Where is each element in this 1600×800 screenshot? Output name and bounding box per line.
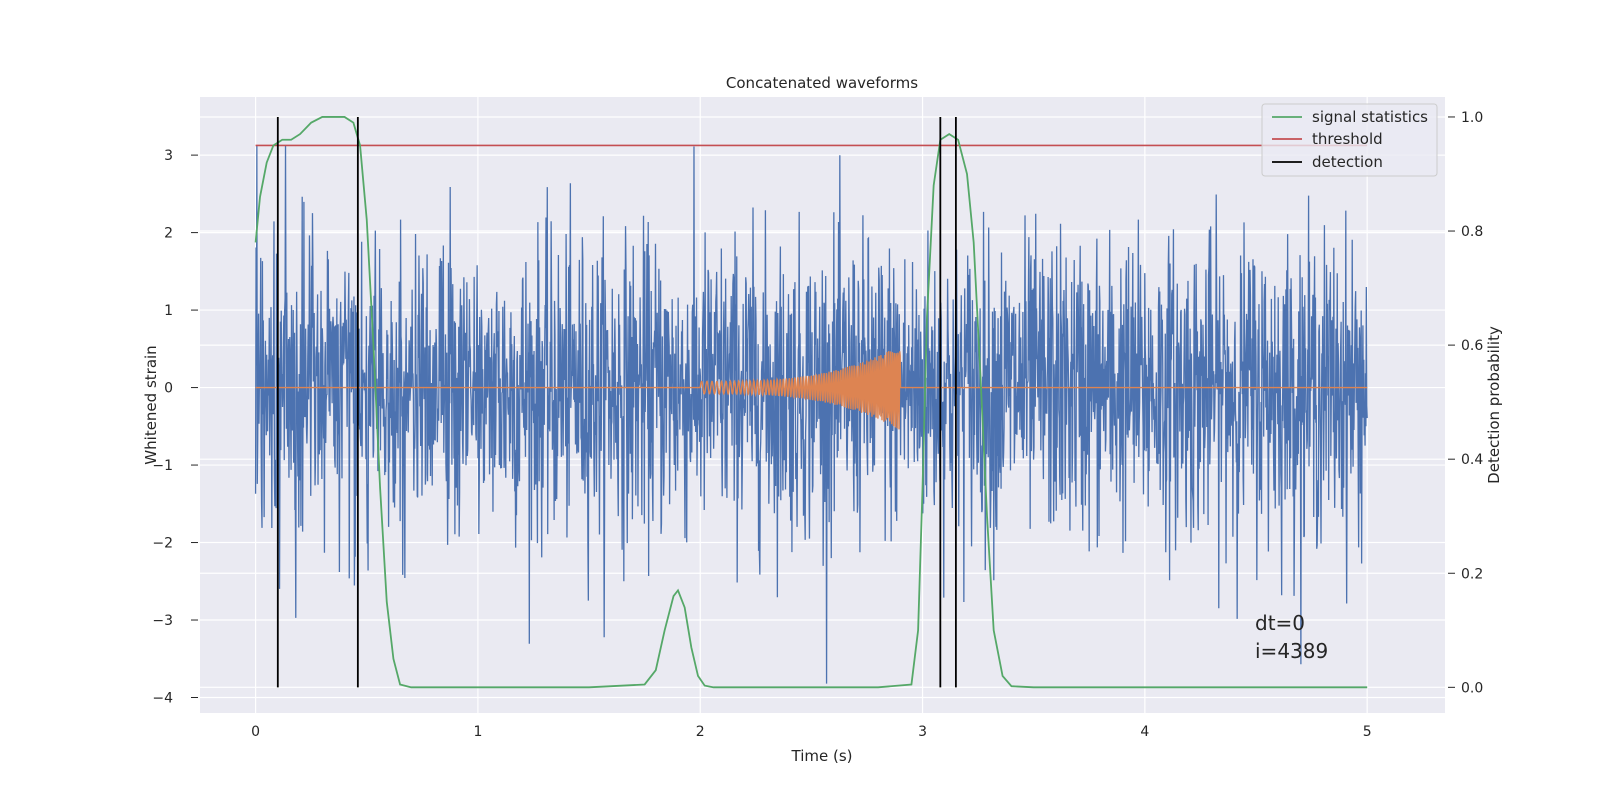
y-left-tick-label: −3 [152, 613, 173, 629]
chart-title: Concatenated waveforms [726, 74, 918, 92]
y-right-tick-label: 0.0 [1461, 680, 1483, 696]
y-left-tick-label: −4 [152, 691, 173, 707]
x-axis-label: Time (s) [791, 747, 853, 765]
y-left-tick-label: 1 [164, 303, 173, 319]
y-right-tick-label: 0.2 [1461, 566, 1483, 582]
annotation-dt: dt=0 [1255, 611, 1305, 635]
legend-label-threshold: threshold [1312, 130, 1383, 148]
y-left-tick-label: −2 [152, 536, 173, 552]
injected-signal-line [255, 351, 1368, 430]
y-axis-label-right: Detection probability [1485, 326, 1503, 484]
legend-label-signal-statistics: signal statistics [1312, 108, 1428, 126]
y-left-tick-label: 2 [164, 226, 173, 242]
annotation-index: i=4389 [1255, 639, 1328, 663]
y-right-tick-label: 1.0 [1461, 110, 1483, 126]
y-right-tick-label: 0.8 [1461, 224, 1483, 240]
y-right-tick-label: 0.4 [1461, 452, 1483, 468]
y-right-tick-label: 0.6 [1461, 338, 1483, 354]
legend: signal statistics threshold detection [1261, 103, 1438, 177]
y-left-tick-label: 0 [164, 381, 173, 397]
signal-statistics-line [254, 116, 1368, 689]
y-left-tick-label: 3 [164, 148, 173, 164]
x-tick-label: 0 [251, 724, 260, 740]
y-axis-label-left: Whitened strain [142, 345, 160, 464]
legend-label-detection: detection [1312, 153, 1383, 171]
noise-series-line [254, 145, 1368, 684]
x-tick-label: 4 [1140, 724, 1149, 740]
x-tick-label: 5 [1363, 724, 1372, 740]
x-tick-label: 2 [696, 724, 705, 740]
x-tick-label: 3 [918, 724, 927, 740]
y-left-tick-label: −1 [152, 458, 173, 474]
x-tick-label: 1 [473, 724, 482, 740]
